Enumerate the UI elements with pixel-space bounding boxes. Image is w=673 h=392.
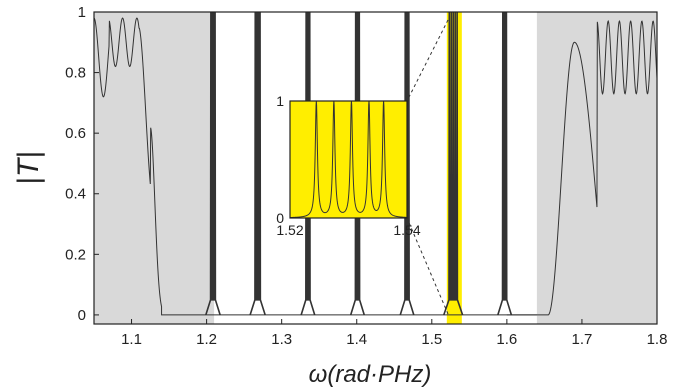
plot-frame [93,11,658,325]
x-tick-label: 1.6 [496,331,517,348]
inset-connector-bottom [406,217,449,315]
y-axis-label: |T| [12,151,45,185]
peak-group-6 [443,12,464,316]
y-tick-label: 0 [78,307,86,324]
x-tick-label: 1.5 [421,331,442,348]
inset-transmission-curve [290,101,407,218]
x-tick-label: 1.4 [346,331,367,348]
x-tick-label: 1.7 [572,331,593,348]
inset-frame [289,100,408,219]
inset-plot: 1.52 1.54 0 1 [276,93,421,238]
y-tick-label: 1 [78,4,86,21]
x-tick-label: 1.1 [121,331,142,348]
y-tick-label: 0.8 [65,65,86,82]
peak-group-2 [249,12,266,316]
transmission-curve-right [506,19,657,316]
x-tick-label: 1.2 [196,331,217,348]
inset-x-tick-label: 1.52 [276,222,303,238]
inset-y-tick-label: 1 [276,93,284,109]
y-tick-label: 0.6 [65,125,86,142]
x-tick-label: 1.8 [647,331,668,348]
y-tick-label: 0.2 [65,246,86,263]
peak-group-7 [497,12,513,316]
peak-group-1 [205,12,221,316]
x-axis-label: ω(rad·PHz) [309,361,432,388]
inset-y-tick-label: 0 [276,210,284,226]
x-tick-label: 1.3 [271,331,292,348]
transmission-curve-left [94,17,207,316]
stop-band-1 [94,12,215,324]
inset-x-tick-label: 1.54 [393,222,420,238]
y-tick-label: 0.4 [65,186,86,203]
inset-connector-top [406,19,449,102]
